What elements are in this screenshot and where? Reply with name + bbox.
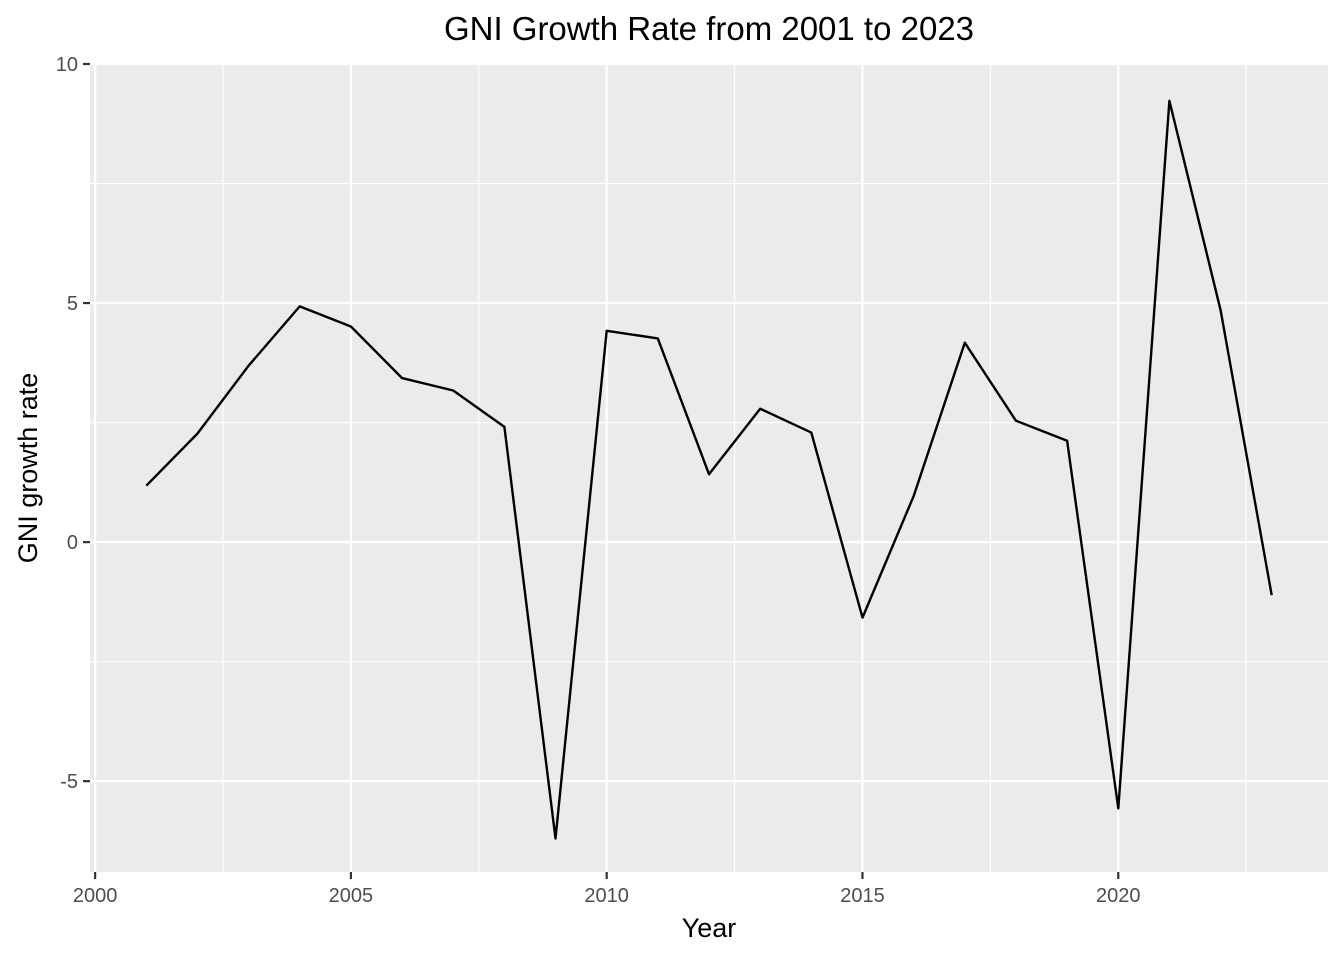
x-tick-label: 2015	[840, 885, 885, 907]
x-tick-label: 2010	[584, 885, 629, 907]
major-gridlines	[90, 62, 1328, 872]
y-tick-label: 0	[67, 532, 78, 554]
x-tick-label: 2005	[329, 885, 374, 907]
y-axis: -5 0 5 10	[56, 54, 90, 793]
x-tick-label: 2020	[1096, 885, 1141, 907]
y-axis-title: GNI growth rate	[13, 373, 43, 564]
gni-growth-line	[145, 99, 1273, 840]
y-tick-label: 10	[56, 54, 78, 76]
x-axis-title: Year	[682, 913, 737, 943]
y-tick-label: 5	[67, 293, 78, 315]
y-tick-label: -5	[60, 771, 78, 793]
chart-title: GNI Growth Rate from 2001 to 2023	[444, 10, 974, 47]
x-axis: 2000 2005 2010 2015 2020	[73, 872, 1141, 907]
x-tick-label: 2000	[73, 885, 118, 907]
minor-gridlines	[90, 64, 1328, 872]
plot-panel	[90, 64, 1328, 872]
